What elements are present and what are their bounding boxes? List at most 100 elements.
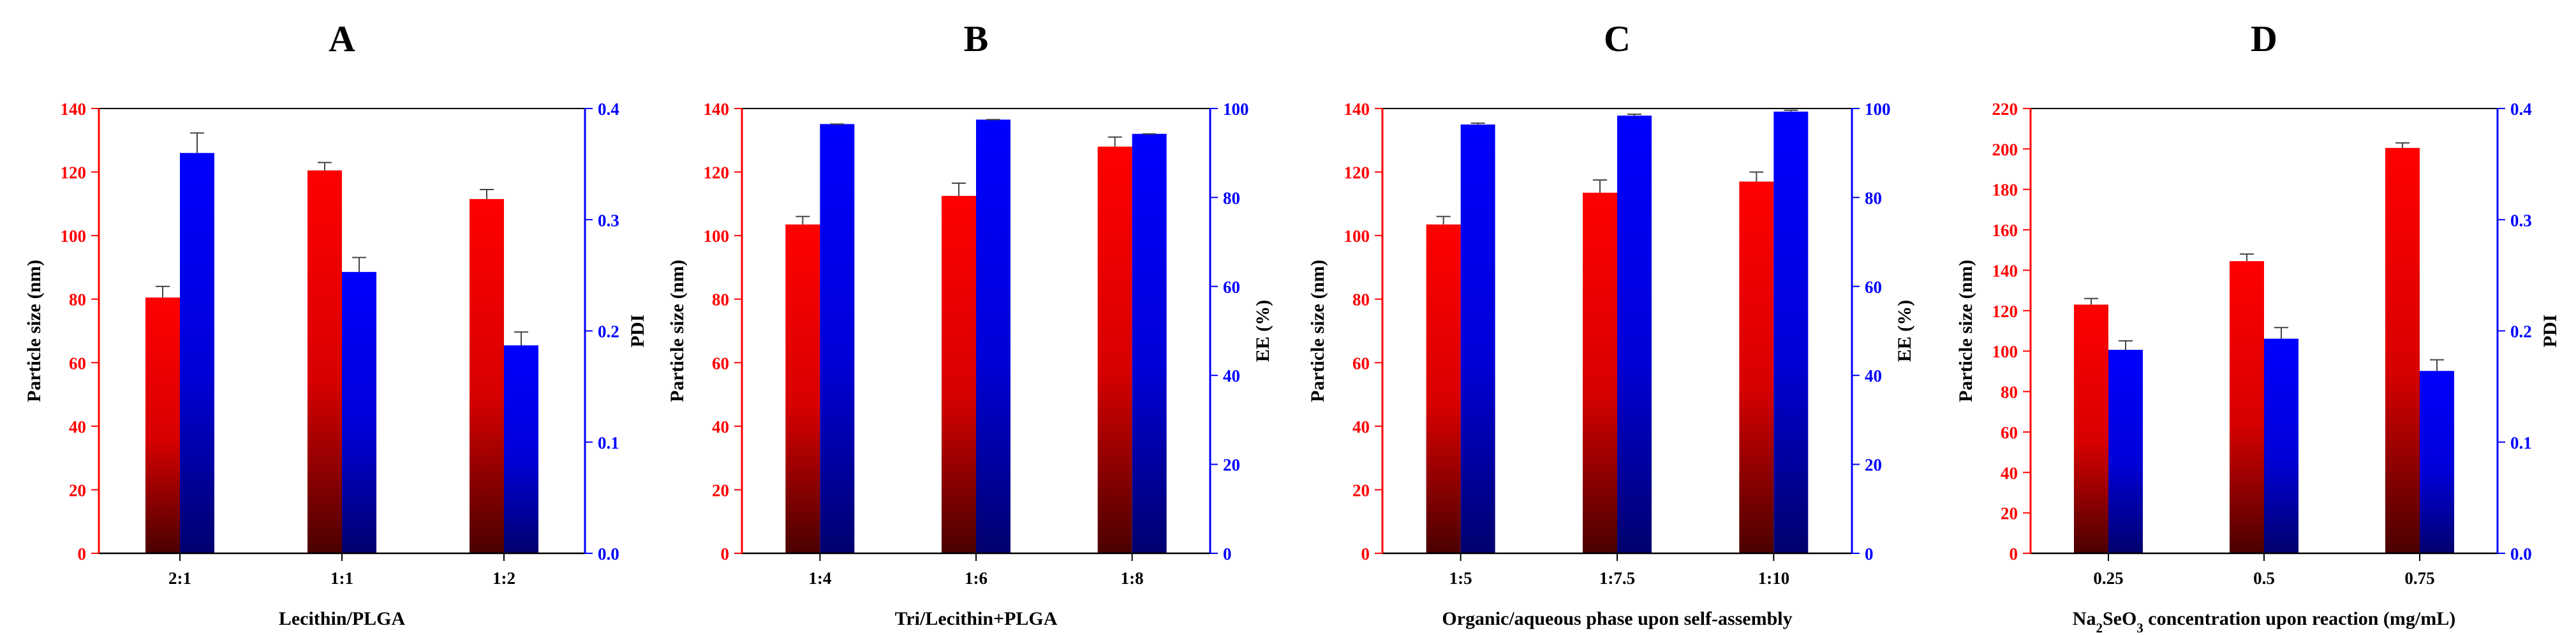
panel-a-bar-size-1 <box>145 297 180 553</box>
panel-c-y2-tick-label-1: 0 <box>1865 544 1874 564</box>
panel-d-y-tick-label-6: 100 <box>1992 342 2018 361</box>
panel-d-y-tick-label-11: 200 <box>1992 140 2018 159</box>
panel-c-y2-tick-label-5: 80 <box>1865 188 1882 207</box>
panel-a-y2-tick-label-1: 0.0 <box>598 544 619 564</box>
panel-c-x-axis-title: Organic/aqueous phase upon self-assembly <box>1442 608 1792 629</box>
panel-a-y2-tick-label-2: 0.1 <box>598 433 619 452</box>
panel-c-bar-size-3 <box>1739 181 1774 553</box>
panel-d-y-tick-label-1: 0 <box>2010 544 2018 564</box>
panel-d-y2-axis-title: PDI <box>2540 315 2561 348</box>
panel-a-y-axis-title: Particle size (nm) <box>24 260 45 402</box>
panel-d-y-tick-label-10: 180 <box>1992 181 2018 200</box>
panel-b-y2-tick-label-4: 60 <box>1223 278 1240 297</box>
panel-b-y2-tick-label-3: 40 <box>1223 366 1240 385</box>
panel-b-y2-tick-label-1: 0 <box>1223 544 1232 564</box>
panel-c-y-tick-label-6: 100 <box>1344 227 1370 246</box>
panel-a-y-tick-label-6: 100 <box>61 227 87 246</box>
panel-c-y-axis-title: Particle size (nm) <box>1307 260 1328 402</box>
panel-d-bar-size-2 <box>2230 261 2264 553</box>
panel-d-x-axis-title-part-1: Na <box>2073 608 2096 629</box>
panel-d-x-axis-title-part-3: SeO <box>2103 608 2136 629</box>
panel-c-y-tick-label-3: 40 <box>1352 417 1370 437</box>
panel-b-y-tick-label-1: 0 <box>721 544 730 564</box>
panel-b-bar-size-3 <box>1097 146 1132 553</box>
panel-b-y2-axis-title: EE (%) <box>1252 300 1273 362</box>
panel-d-y-axis-title: Particle size (nm) <box>1955 260 1976 402</box>
panel-d-x-tick-label-3: 0.75 <box>2404 569 2434 588</box>
panel-d-x-axis-title: Na2SeO3 concentration upon reaction (mg/… <box>2073 608 2455 635</box>
panel-b-y-tick-label-8: 140 <box>704 100 730 119</box>
panel-c-y2-axis-title: EE (%) <box>1894 300 1915 362</box>
panel-d-x-axis-title-part-5: concentration upon reaction (mg/mL) <box>2143 608 2455 629</box>
panel-d-bar-right-1 <box>2108 350 2143 553</box>
panel-d-y-tick-label-7: 120 <box>1992 302 2018 321</box>
panel-d-y-tick-label-8: 140 <box>1992 261 2018 280</box>
panel-d-x-axis-title-part-2: 2 <box>2096 620 2103 635</box>
panel-a-bar-right-3 <box>504 345 538 553</box>
panel-d-bar-size-1 <box>2074 304 2108 553</box>
panel-d-bar-right-3 <box>2420 371 2454 553</box>
panel-b-x-tick-label-1: 1:4 <box>808 569 831 588</box>
panel-a-y-tick-label-5: 80 <box>69 290 86 310</box>
panel-d-y-tick-label-12: 220 <box>1992 100 2018 119</box>
panel-c-y-tick-label-4: 60 <box>1352 354 1370 373</box>
panel-c-x-tick-label-1: 1:5 <box>1449 569 1472 588</box>
panel-c-letter: C <box>1604 18 1631 59</box>
panel-a-bar-size-3 <box>470 198 504 553</box>
panel-d-x-axis-title-part-4: 3 <box>2136 620 2143 635</box>
panel-a-bar-right-2 <box>342 272 376 553</box>
panel-b-y-tick-label-4: 60 <box>712 354 729 373</box>
panel-a-y2-axis-title: PDI <box>627 315 648 348</box>
panel-d-y2-tick-label-2: 0.1 <box>2510 433 2532 452</box>
panel-d-y2-tick-label-3: 0.2 <box>2510 322 2532 341</box>
panel-b-letter: B <box>964 18 989 59</box>
panel-a-y-tick-label-1: 0 <box>78 544 87 564</box>
panel-a-y2-tick-label-5: 0.4 <box>598 100 619 119</box>
panel-b-bar-size-1 <box>785 224 820 553</box>
panel-d-y2-tick-label-5: 0.4 <box>2510 100 2532 119</box>
panel-d-bar-right-2 <box>2264 338 2298 553</box>
panel-c-y2-tick-label-3: 40 <box>1865 366 1882 385</box>
panel-b-x-tick-label-3: 1:8 <box>1121 569 1144 588</box>
panel-a-x-tick-label-3: 1:2 <box>492 569 515 588</box>
panel-d-x-tick-label-1: 0.25 <box>2093 569 2123 588</box>
panel-c-x-tick-label-2: 1:7.5 <box>1599 569 1635 588</box>
panel-c-bar-right-2 <box>1617 116 1652 554</box>
panel-d-bar-size-3 <box>2385 147 2420 553</box>
panel-b-y-tick-label-2: 20 <box>712 481 729 500</box>
panel-b-y-tick-label-6: 100 <box>704 227 730 246</box>
panel-c-x-tick-label-3: 1:10 <box>1758 569 1790 588</box>
panel-d-x-tick-label-2: 0.5 <box>2253 569 2275 588</box>
panel-b-y-axis-title: Particle size (nm) <box>667 260 688 402</box>
panel-a-letter: A <box>329 18 355 59</box>
panel-c-y2-tick-label-6: 100 <box>1865 100 1891 119</box>
panel-d-y-tick-label-5: 80 <box>2001 383 2018 402</box>
panel-a-y-tick-label-4: 60 <box>69 354 86 373</box>
panel-d-y2-tick-label-4: 0.3 <box>2510 211 2532 230</box>
panel-a-y-tick-label-8: 140 <box>61 100 87 119</box>
panel-c-bar-size-1 <box>1426 224 1461 553</box>
panel-b-bar-right-2 <box>976 119 1010 554</box>
panel-c-y2-tick-label-2: 20 <box>1865 456 1882 475</box>
panel-c-y-tick-label-2: 20 <box>1352 481 1370 500</box>
panel-a-y-tick-label-2: 20 <box>69 481 86 500</box>
panel-a-y2-tick-label-4: 0.3 <box>598 211 619 230</box>
panel-b-bar-right-1 <box>820 124 855 553</box>
panel-d-y-tick-label-4: 60 <box>2001 423 2018 442</box>
panel-d-y2-tick-label-1: 0.0 <box>2510 544 2532 564</box>
panel-a-y-tick-label-7: 120 <box>61 163 87 183</box>
panel-a-bar-size-2 <box>307 170 342 553</box>
panel-b-y2-tick-label-6: 100 <box>1223 100 1249 119</box>
panel-c-bar-size-2 <box>1583 192 1617 553</box>
panel-b-y-tick-label-7: 120 <box>704 163 730 183</box>
panel-d-y-tick-label-9: 160 <box>1992 221 2018 240</box>
panel-c-y-tick-label-1: 0 <box>1361 544 1370 564</box>
panel-a-x-tick-label-1: 2:1 <box>168 569 191 588</box>
panel-a-y2-tick-label-3: 0.2 <box>598 322 619 341</box>
panel-b-y2-tick-label-5: 80 <box>1223 188 1240 207</box>
panel-a-y-tick-label-3: 40 <box>69 417 86 437</box>
panel-b-bar-right-3 <box>1132 133 1167 553</box>
panel-a-bar-right-1 <box>180 153 214 553</box>
panel-b-y-tick-label-3: 40 <box>712 417 729 437</box>
